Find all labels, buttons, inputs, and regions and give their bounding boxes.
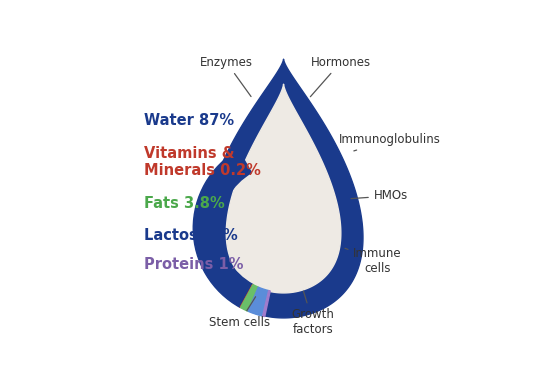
Text: Stem cells: Stem cells: [209, 297, 270, 329]
Polygon shape: [226, 84, 341, 293]
Text: Fats 3.8%: Fats 3.8%: [144, 196, 225, 211]
Text: Lactose 7%: Lactose 7%: [144, 228, 238, 243]
Wedge shape: [263, 291, 270, 317]
Text: Hormones: Hormones: [310, 55, 371, 97]
Wedge shape: [248, 287, 269, 316]
Wedge shape: [240, 285, 253, 308]
Text: HMOs: HMOs: [351, 189, 408, 202]
Text: Immune
cells: Immune cells: [345, 246, 402, 275]
Text: Enzymes: Enzymes: [200, 55, 253, 97]
Text: Vitamins &
Minerals 0.2%: Vitamins & Minerals 0.2%: [144, 146, 260, 178]
Text: Water 87%: Water 87%: [144, 113, 234, 128]
Text: Proteins 1%: Proteins 1%: [144, 257, 243, 272]
Text: Immunoglobulins: Immunoglobulins: [339, 133, 440, 151]
Wedge shape: [193, 150, 253, 308]
Text: Growth
factors: Growth factors: [292, 291, 334, 336]
Wedge shape: [240, 285, 258, 311]
Polygon shape: [204, 59, 363, 318]
